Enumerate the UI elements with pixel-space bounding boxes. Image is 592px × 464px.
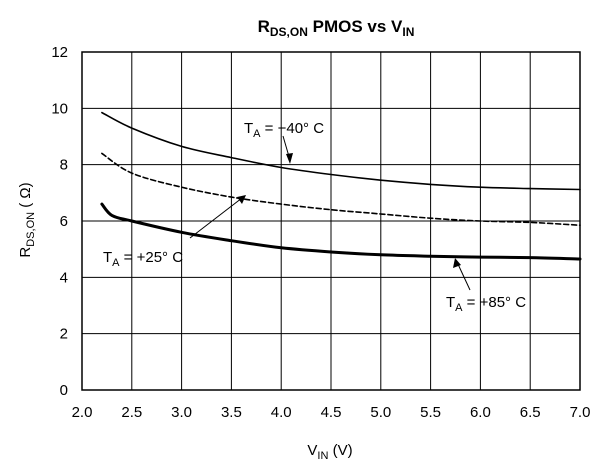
y-tick-labels: 0 2 4 6 8 10 12: [51, 44, 68, 399]
annotation-plus85: TA = +85° C: [446, 294, 526, 314]
arrow-plus25: [189, 197, 243, 239]
y-tick-label: 10: [51, 100, 68, 117]
arrowhead-plus25: [237, 195, 246, 204]
series-line-0: [101, 111, 581, 191]
x-tick-label: 3.0: [171, 404, 192, 421]
x-tick-label: 5.0: [370, 404, 391, 421]
annotation-minus40: TA = −40° C: [244, 120, 324, 140]
grid: [81, 51, 581, 391]
x-tick-label: 3.5: [221, 404, 242, 421]
series-line-1: [101, 152, 581, 226]
x-tick-label: 2.0: [72, 404, 93, 421]
y-tick-label: 2: [60, 326, 68, 343]
annotation-arrows: [189, 135, 471, 291]
annotation-plus25: TA = +25° C: [103, 249, 183, 269]
y-tick-label: 8: [60, 157, 68, 174]
x-tick-label: 5.5: [420, 404, 441, 421]
x-axis-label: VIN (V): [307, 442, 352, 462]
arrowhead-plus85: [453, 258, 461, 268]
series-line-2: [100, 202, 582, 261]
x-tick-label: 4.0: [271, 404, 292, 421]
x-tick-label: 7.0: [570, 404, 591, 421]
x-tick-label: 4.5: [321, 404, 342, 421]
x-tick-label: 6.0: [470, 404, 491, 421]
y-tick-label: 6: [60, 213, 68, 230]
y-tick-label: 12: [51, 44, 68, 61]
arrowhead-minus40: [286, 153, 293, 164]
chart-title: RDS,ON PMOS vs VIN: [258, 17, 415, 39]
x-tick-labels: 2.0 2.5 3.0 3.5 4.0 4.5 5.0 5.5 6.0 6.5 7.0: [72, 404, 591, 421]
arrow-plus85: [456, 261, 471, 291]
y-axis-label: RDS,ON ( Ω): [17, 182, 37, 257]
x-tick-label: 6.5: [520, 404, 541, 421]
series-lines: [100, 111, 582, 261]
x-tick-label: 2.5: [121, 404, 142, 421]
plot-frame: [81, 51, 581, 391]
y-tick-label: 4: [60, 269, 68, 286]
y-tick-label: 0: [60, 382, 68, 399]
